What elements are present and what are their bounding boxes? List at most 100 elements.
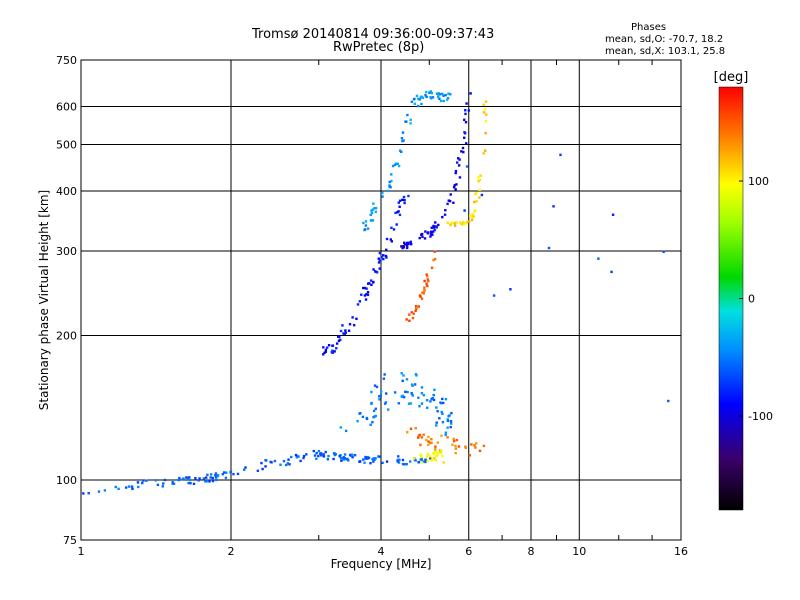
- data-point: [479, 174, 482, 177]
- data-point: [408, 319, 411, 322]
- data-point: [446, 436, 449, 439]
- data-point: [340, 459, 343, 462]
- data-point: [484, 119, 488, 123]
- data-point: [224, 471, 228, 474]
- data-point: [435, 454, 438, 458]
- data-point: [395, 223, 398, 226]
- data-point: [172, 482, 176, 485]
- data-point: [348, 323, 352, 326]
- data-point: [447, 92, 450, 95]
- data-point: [372, 415, 375, 419]
- data-point: [397, 402, 400, 405]
- data-point: [469, 92, 472, 95]
- data-point: [424, 90, 428, 94]
- data-point: [297, 455, 300, 458]
- data-point: [410, 311, 413, 314]
- data-point: [394, 211, 397, 215]
- data-point: [447, 199, 450, 202]
- data-point: [369, 279, 373, 282]
- data-point: [372, 409, 376, 413]
- data-point: [401, 198, 404, 202]
- data-point: [408, 313, 411, 316]
- data-point: [468, 220, 471, 223]
- data-point: [423, 279, 426, 283]
- data-point: [426, 459, 429, 462]
- data-point: [435, 92, 439, 95]
- data-point: [392, 228, 396, 231]
- data-point: [429, 96, 432, 99]
- data-point: [443, 213, 447, 216]
- data-point: [424, 94, 427, 97]
- data-point: [413, 383, 417, 386]
- data-point: [124, 486, 128, 489]
- data-point: [457, 445, 461, 448]
- data-point: [137, 485, 140, 489]
- data-point: [463, 223, 466, 226]
- data-point: [361, 415, 365, 419]
- data-point: [438, 93, 441, 96]
- data-point: [374, 407, 377, 411]
- data-point: [261, 467, 264, 471]
- data-point: [154, 479, 157, 482]
- data-point: [420, 455, 423, 459]
- data-point: [282, 459, 286, 463]
- data-point: [597, 257, 600, 260]
- data-point: [455, 161, 459, 164]
- data-point: [419, 295, 422, 298]
- data-point: [406, 113, 409, 117]
- data-point: [462, 150, 465, 154]
- data-point: [418, 236, 421, 240]
- data-point: [453, 184, 456, 187]
- data-point: [400, 245, 403, 248]
- data-point: [362, 221, 365, 225]
- data-point: [321, 353, 325, 356]
- data-point: [369, 423, 372, 426]
- data-point: [433, 257, 437, 261]
- data-point: [398, 213, 402, 217]
- data-point: [464, 121, 468, 124]
- data-point: [446, 221, 449, 224]
- data-point: [156, 483, 160, 487]
- colorbar: [718, 86, 744, 511]
- data-point: [430, 397, 433, 401]
- data-point: [358, 300, 362, 303]
- data-point: [405, 318, 408, 321]
- data-point: [364, 457, 368, 460]
- data-point: [365, 293, 368, 296]
- data-point: [82, 492, 85, 495]
- data-point: [130, 485, 134, 488]
- data-point: [244, 466, 247, 469]
- data-point: [162, 482, 165, 485]
- data-point: [369, 219, 373, 222]
- y-tick-label: 750: [56, 54, 77, 67]
- data-point: [290, 455, 293, 459]
- data-point: [466, 220, 469, 224]
- data-point: [215, 478, 218, 482]
- data-point: [403, 199, 406, 202]
- data-point: [339, 426, 342, 429]
- data-point: [406, 390, 409, 394]
- data-point: [420, 391, 424, 395]
- data-point: [449, 93, 452, 96]
- data-point: [363, 286, 367, 290]
- data-point: [430, 231, 433, 234]
- data-point: [378, 398, 381, 401]
- data-point: [422, 292, 426, 295]
- data-point: [439, 99, 443, 103]
- data-point: [377, 257, 380, 260]
- data-point: [347, 329, 351, 332]
- data-point: [432, 398, 436, 402]
- data-point: [434, 448, 437, 451]
- data-point: [464, 112, 467, 116]
- data-point: [463, 132, 467, 135]
- data-point: [375, 385, 379, 389]
- data-point: [464, 446, 467, 450]
- data-point: [374, 206, 378, 210]
- data-point: [559, 153, 562, 157]
- data-point: [366, 282, 370, 285]
- data-point: [431, 230, 435, 233]
- data-point: [444, 397, 448, 401]
- data-point: [171, 482, 174, 485]
- data-point: [418, 98, 421, 101]
- data-point: [378, 251, 382, 255]
